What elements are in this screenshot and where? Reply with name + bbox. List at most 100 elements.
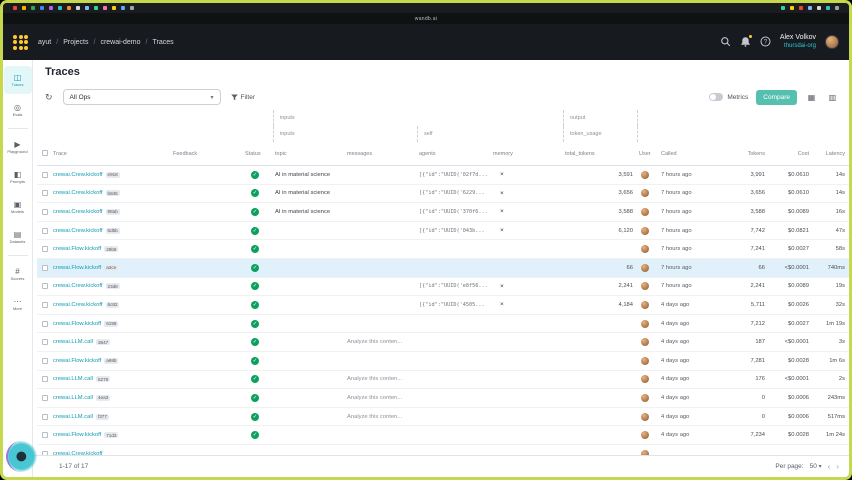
wandb-logo[interactable] <box>13 34 28 50</box>
row-checkbox-cell[interactable] <box>37 408 51 426</box>
trace-row[interactable]: crewai.Flow.kickoff 6198 ✓ 4 days ago 7,212 $… <box>37 315 849 334</box>
table-settings-icon[interactable]: ▥ <box>828 92 837 102</box>
trace-link[interactable]: crewai.Flow.kickoff <box>53 246 102 253</box>
row-checkbox[interactable] <box>42 376 48 383</box>
trace-cell[interactable]: crewai.Crew.kickoff 6d5b <box>51 222 171 240</box>
row-checkbox[interactable] <box>42 171 48 178</box>
trace-cell[interactable]: crewai.LLM.call 5278 <box>51 371 171 389</box>
trace-link[interactable]: crewai.LLM.call <box>53 413 93 420</box>
trace-link[interactable]: crewai.Crew.kickoff <box>53 190 103 197</box>
trace-cell[interactable]: crewai.Crew.kickoff 23d8 <box>51 278 171 296</box>
column-layout-icon[interactable]: ▦ <box>807 92 816 102</box>
sidebar-item-prompts[interactable]: ◧ Prompts <box>4 163 32 191</box>
row-checkbox[interactable] <box>42 339 48 346</box>
trace-link[interactable]: crewai.Crew.kickoff <box>53 450 103 455</box>
trace-row[interactable]: crewai.Crew.kickoff 98ab ✓ AI in material s… <box>37 203 849 222</box>
column-header-called[interactable]: Called <box>661 150 677 157</box>
row-checkbox-cell[interactable] <box>37 333 51 351</box>
refresh-icon[interactable]: ↻ <box>45 91 53 102</box>
row-checkbox-cell[interactable] <box>37 352 51 370</box>
trace-cell[interactable]: crewai.Crew.kickoff 6c82 <box>51 296 171 314</box>
row-checkbox-cell[interactable] <box>37 185 51 203</box>
trace-row[interactable]: crewai.Crew.kickoff 6c82 ✓ [{"id":"UUID('45… <box>37 296 849 315</box>
row-checkbox[interactable] <box>42 190 48 197</box>
column-header-messages[interactable]: messages <box>347 150 373 157</box>
trace-link[interactable]: crewai.Crew.kickoff <box>53 301 103 308</box>
trace-row[interactable]: crewai.Flow.kickoff 71d3 ✓ 4 days ago 7,234 $… <box>37 426 849 445</box>
row-checkbox-cell[interactable] <box>37 278 51 296</box>
trace-row[interactable]: crewai.Crew.kickoff 23d8 ✓ [{"id":"UUID('e8… <box>37 278 849 297</box>
column-header-memory[interactable]: memory <box>493 150 513 157</box>
metrics-toggle[interactable] <box>709 93 724 101</box>
ops-filter-select[interactable]: All Ops ▾ <box>62 89 221 105</box>
trace-cell[interactable]: crewai.Flow.kickoff 6198 <box>51 315 171 333</box>
select-all-checkbox-cell[interactable] <box>37 149 51 158</box>
row-checkbox-cell[interactable] <box>37 371 51 389</box>
sidebar-item-models[interactable]: ▣ Models <box>4 193 32 221</box>
trace-link[interactable]: crewai.LLM.call <box>53 376 93 383</box>
column-header-trace[interactable]: Trace <box>53 150 67 157</box>
trace-row[interactable]: crewai.Flow.kickoff a98b ✓ 4 days ago 7,281 $… <box>37 352 849 371</box>
trace-link[interactable]: crewai.LLM.call <box>53 394 93 401</box>
trace-cell[interactable]: crewai.Crew.kickoff e918 <box>51 166 171 184</box>
user-block[interactable]: Alex Volkov thursdai-org <box>780 34 816 50</box>
row-checkbox-cell[interactable] <box>37 222 51 240</box>
row-checkbox-cell[interactable] <box>37 203 51 221</box>
row-checkbox[interactable] <box>42 320 48 327</box>
trace-link[interactable]: crewai.Crew.kickoff <box>53 208 103 215</box>
breadcrumb-item-traces[interactable]: Traces <box>152 38 174 46</box>
next-page-icon[interactable]: › <box>836 462 839 471</box>
row-checkbox-cell[interactable] <box>37 166 51 184</box>
trace-link[interactable]: crewai.LLM.call <box>53 339 93 346</box>
trace-link[interactable]: crewai.Crew.kickoff <box>53 227 103 234</box>
trace-cell[interactable]: crewai.LLM.call 4ea3 <box>51 389 171 407</box>
row-checkbox[interactable] <box>42 301 48 308</box>
filter-button[interactable]: Filter <box>230 94 255 101</box>
trace-cell[interactable]: crewai.Flow.kickoff a3ce <box>51 259 171 277</box>
row-checkbox[interactable] <box>42 357 48 364</box>
row-checkbox[interactable] <box>42 264 48 271</box>
column-header-user[interactable]: User <box>639 150 651 157</box>
column-header-tokens[interactable]: Tokens <box>747 150 765 157</box>
trace-row[interactable]: crewai.Flow.kickoff 29b8 ✓ 7 hours ago 7,241… <box>37 240 849 259</box>
column-header-total_tokens[interactable]: total_tokens <box>565 150 595 157</box>
row-checkbox-cell[interactable] <box>37 240 51 258</box>
trace-row[interactable]: crewai.LLM.call 4ea3 ✓ Analyze this conten.… <box>37 389 849 408</box>
trace-row[interactable]: crewai.Crew.kickoff b845 ✓ AI in material s… <box>37 185 849 204</box>
row-checkbox-cell[interactable] <box>37 426 51 444</box>
column-header-feedback[interactable]: Feedback <box>173 150 198 157</box>
column-header-agents[interactable]: agents <box>419 150 436 157</box>
trace-row[interactable]: crewai.Crew.kickoff 6d5b ✓ [{"id":"UUID('04… <box>37 222 849 241</box>
trace-cell[interactable]: crewai.LLM.call 3647 <box>51 333 171 351</box>
trace-link[interactable]: crewai.Flow.kickoff <box>53 264 102 271</box>
row-checkbox[interactable] <box>42 432 48 439</box>
trace-cell[interactable]: crewai.LLM.call f377 <box>51 408 171 426</box>
sidebar-item-more[interactable]: ⋯ More <box>4 290 32 318</box>
row-checkbox[interactable] <box>42 413 48 420</box>
trace-link[interactable]: crewai.Flow.kickoff <box>53 357 102 364</box>
row-checkbox[interactable] <box>42 246 48 253</box>
row-checkbox-cell[interactable] <box>37 389 51 407</box>
sidebar-item-scorers[interactable]: # Scorers <box>4 260 32 288</box>
trace-cell[interactable]: crewai.Crew.kickoff b845 <box>51 185 171 203</box>
sidebar-item-playground[interactable]: ▶ Playground <box>4 133 32 161</box>
breadcrumb-item-ayut[interactable]: ayut <box>38 38 52 46</box>
row-checkbox-cell[interactable] <box>37 445 51 455</box>
help-icon[interactable]: ? <box>760 36 771 47</box>
user-avatar[interactable] <box>825 34 839 49</box>
trace-cell[interactable]: crewai.Crew.kickoff 98ab <box>51 203 171 221</box>
trace-row[interactable]: crewai.Crew.kickoff <box>37 445 849 455</box>
trace-cell[interactable]: crewai.Flow.kickoff a98b <box>51 352 171 370</box>
column-header-cost[interactable]: Cost <box>797 150 809 157</box>
trace-row[interactable]: crewai.Flow.kickoff a3ce ✓ 66 7 hours ago 66 <… <box>37 258 849 278</box>
trace-row[interactable]: crewai.Crew.kickoff e918 ✓ AI in material s… <box>37 166 849 185</box>
breadcrumb-item-crewai-demo[interactable]: crewai-demo <box>100 38 141 46</box>
row-checkbox[interactable] <box>42 283 48 290</box>
search-icon[interactable] <box>720 36 731 47</box>
column-header-latency[interactable]: Latency <box>825 150 845 157</box>
sidebar-item-traces[interactable]: ◫ Traces <box>3 66 32 94</box>
trace-row[interactable]: crewai.LLM.call 3647 ✓ Analyze this conten.… <box>37 333 849 352</box>
row-checkbox-cell[interactable] <box>37 296 51 314</box>
select-all-checkbox[interactable] <box>42 149 48 156</box>
per-page-select[interactable]: 50 ▾ <box>810 463 822 470</box>
